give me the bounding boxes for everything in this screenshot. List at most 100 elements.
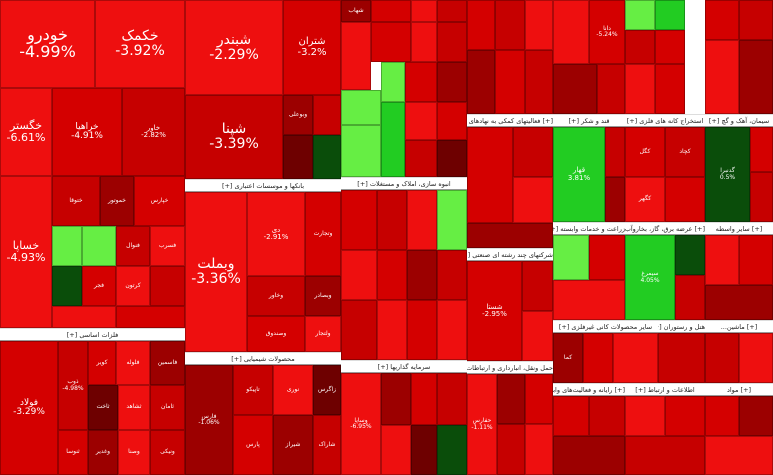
tile-small[interactable] xyxy=(405,102,437,140)
tile-small[interactable] xyxy=(381,102,405,177)
tile-small[interactable] xyxy=(553,235,589,280)
tile-small[interactable] xyxy=(381,425,411,475)
tile-shetran[interactable]: شتران -3.2% xyxy=(283,0,341,95)
sector-header[interactable]: [+] عرضه برق، گاز، بخاروآب xyxy=(625,222,705,235)
tile-small[interactable] xyxy=(513,127,553,177)
tile-small[interactable] xyxy=(377,250,407,300)
tile-small[interactable] xyxy=(411,373,437,425)
tile-vetejarat[interactable]: وتجارت xyxy=(305,192,341,276)
tile-small[interactable] xyxy=(605,127,625,177)
tile-small[interactable]: ختوقا xyxy=(52,176,100,226)
tile-small[interactable]: فجر xyxy=(82,266,116,306)
tile-small[interactable] xyxy=(150,266,185,306)
sector-header[interactable]: محصولات شیمیایی [+] xyxy=(185,352,341,365)
sector-header[interactable]: [+] رایانه و فعالیت‌های وابسته xyxy=(553,383,625,396)
tile-small[interactable] xyxy=(82,226,116,266)
tile-small[interactable] xyxy=(739,396,773,436)
tile-small[interactable] xyxy=(705,396,739,436)
tile-vebmelat[interactable]: وبملت -3.36% xyxy=(185,192,247,352)
sector-header[interactable]: [+] فعالیتهای کمکی به نهادهای مالی xyxy=(467,114,553,127)
tile-small[interactable] xyxy=(705,235,739,285)
tile-small[interactable] xyxy=(381,62,405,102)
sector-header[interactable]: [+] ماشین... xyxy=(705,320,773,333)
tile-small[interactable] xyxy=(625,30,655,64)
tile-zob[interactable]: ذوب -4.98% xyxy=(58,341,88,430)
sector-header[interactable]: [+] مواد xyxy=(705,383,773,396)
sector-header[interactable]: هتل و رستوران [+] xyxy=(658,320,705,333)
tile-small[interactable] xyxy=(750,172,773,222)
tile-kegol[interactable]: کگل xyxy=(625,127,665,177)
tile-kheraria[interactable]: خراهیا -4.91% xyxy=(52,88,122,176)
tile-khesapa[interactable]: خساپا -4.93% xyxy=(0,176,52,328)
tile-hafars[interactable]: حفارس -1.11% xyxy=(467,374,497,475)
tile-small[interactable] xyxy=(341,125,381,177)
tile-ghaqar[interactable]: قهار 3.81% xyxy=(553,127,605,222)
tile-small[interactable] xyxy=(655,30,685,64)
tile-gegalbara[interactable]: گدنبرا 0.5% xyxy=(705,127,750,222)
tile-small[interactable]: کرتون xyxy=(116,266,150,306)
tile-small[interactable] xyxy=(525,424,553,475)
sector-header[interactable]: زراعت و خدمات وابسته [+] xyxy=(553,222,625,235)
sector-header[interactable]: سایر محصولات کانی غیرفلزی [+] xyxy=(553,320,658,333)
tile-small[interactable] xyxy=(407,250,437,300)
tile-small[interactable] xyxy=(437,22,467,62)
tile-small[interactable] xyxy=(495,0,525,50)
tile-small[interactable] xyxy=(341,90,381,125)
tile-small[interactable]: خموتور xyxy=(100,176,134,226)
tile-small[interactable] xyxy=(467,127,513,223)
tile-small[interactable] xyxy=(583,333,613,383)
tile-small[interactable] xyxy=(437,0,467,22)
tile-small[interactable]: ثشاهد xyxy=(118,385,150,430)
sector-header[interactable]: سیمان، آهک و گچ [+] xyxy=(705,114,773,127)
tile-khodro[interactable]: خودرو -4.99% xyxy=(0,0,95,88)
tile-small[interactable] xyxy=(467,0,495,50)
tile-vesape[interactable]: وساپا -6.95% xyxy=(341,373,381,475)
tile-small[interactable] xyxy=(371,0,411,22)
tile-small[interactable]: فلوله xyxy=(116,341,150,385)
tile-small[interactable] xyxy=(625,64,655,114)
tile-small[interactable] xyxy=(705,40,739,114)
tile-small[interactable] xyxy=(739,0,773,40)
sector-header[interactable]: استخراج کانه های فلزی [+] xyxy=(625,114,705,127)
tile-small[interactable] xyxy=(597,64,625,114)
tile-small[interactable] xyxy=(522,311,553,361)
tile-small[interactable] xyxy=(283,135,313,179)
tile-small[interactable] xyxy=(613,333,658,383)
tile-kechad[interactable]: کچاد xyxy=(665,127,705,177)
tile-shebandar[interactable]: شبندر -2.29% xyxy=(185,0,283,95)
tile-small[interactable] xyxy=(553,436,625,475)
tile-small[interactable] xyxy=(525,50,553,114)
tile-small[interactable] xyxy=(405,62,437,102)
tile-kegohar[interactable]: کگهر xyxy=(625,177,665,222)
tile-shasta[interactable]: شستا -2.95% xyxy=(467,261,522,361)
tile-small[interactable] xyxy=(605,177,625,222)
tile-small[interactable] xyxy=(553,280,625,320)
sector-header[interactable]: قند و شکر [+] xyxy=(553,114,625,127)
tile-small[interactable] xyxy=(553,64,597,114)
tile-small[interactable] xyxy=(341,190,377,250)
tile-small[interactable]: کویر xyxy=(88,341,116,385)
tile-small[interactable] xyxy=(675,235,705,275)
sector-header[interactable]: اطلاعات و ارتباط [+] xyxy=(625,383,705,396)
tile-shepna[interactable]: شپنا -3.39% xyxy=(185,95,283,179)
tile-small[interactable] xyxy=(411,425,437,475)
tile-small[interactable] xyxy=(377,300,407,360)
tile-small[interactable]: وصندوق xyxy=(247,316,305,352)
sector-header[interactable]: انبوه سازی، املاک و مستغلات [+] xyxy=(341,177,467,190)
tile-small[interactable]: پارس xyxy=(233,415,273,475)
tile-small[interactable] xyxy=(513,177,553,223)
tile-small[interactable] xyxy=(675,275,705,320)
tile-small[interactable]: زاگرس xyxy=(313,365,341,415)
tile-small[interactable]: خپارس xyxy=(134,176,185,226)
tile-small[interactable] xyxy=(405,140,437,177)
tile-small[interactable] xyxy=(411,0,437,22)
tile-small[interactable] xyxy=(116,306,185,328)
tile-small[interactable] xyxy=(625,436,705,475)
tile-small[interactable] xyxy=(407,300,437,360)
tile-small[interactable] xyxy=(525,374,553,424)
tile-vebsader[interactable]: وبصادر xyxy=(305,276,341,316)
sector-header[interactable]: بانکها و موسسات اعتباری [+] xyxy=(185,179,341,192)
tile-small[interactable] xyxy=(467,223,553,248)
tile-small[interactable] xyxy=(525,0,553,50)
tile-small[interactable] xyxy=(553,0,589,64)
